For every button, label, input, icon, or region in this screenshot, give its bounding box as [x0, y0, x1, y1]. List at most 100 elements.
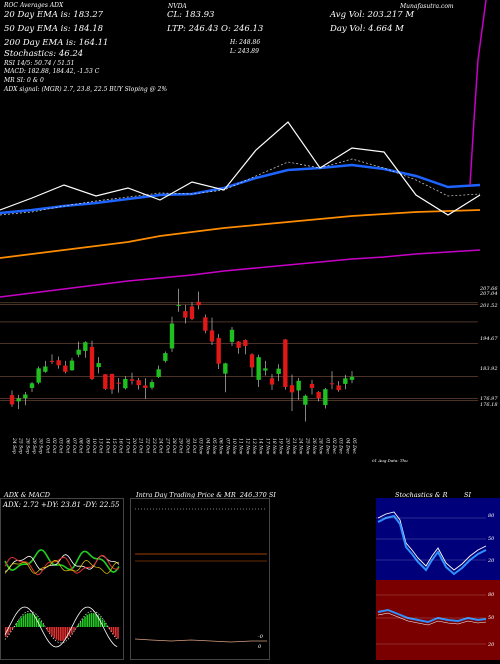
candle-body — [336, 385, 340, 390]
macd-bar — [86, 615, 88, 627]
x-tick-label: 21 Nov — [291, 437, 297, 455]
macd-bar — [117, 627, 119, 639]
candle-body — [323, 389, 327, 405]
candle-body — [76, 350, 80, 355]
ema-dotted-line — [0, 159, 480, 215]
x-tick-label: 26 Sep — [24, 437, 30, 454]
candle-body — [43, 366, 47, 371]
macd-bar — [93, 613, 95, 627]
macd-bar — [9, 627, 11, 632]
x-tick-label: 29 Sep — [31, 437, 37, 454]
candle-body — [183, 311, 187, 318]
adx-line — [5, 560, 119, 573]
x-tick-label: 28 Oct — [171, 437, 177, 453]
x-tick-label: 01 Dec — [324, 438, 330, 454]
macd-bar — [40, 621, 42, 627]
candle-body — [303, 396, 307, 405]
adx-macd-panel: ADX: 2.72 +DY: 23.81 -DY: 22.55 — [0, 498, 124, 660]
price-grid — [0, 303, 478, 401]
candle-body — [136, 380, 140, 385]
macd-bar — [47, 627, 49, 630]
candle-body — [110, 374, 114, 390]
x-tick-label: 10 Oct — [91, 438, 97, 453]
macd-bar — [23, 616, 25, 627]
ema50-line — [0, 165, 480, 213]
candle-body — [156, 369, 160, 377]
candle-body — [330, 383, 334, 384]
stoch-svg — [376, 498, 500, 580]
candle-body — [270, 378, 274, 384]
macd-bar — [49, 627, 51, 633]
x-tick-label: 02 Dec — [331, 438, 337, 454]
x-tick-label: 13 Oct — [98, 438, 104, 453]
macd-bar — [91, 613, 93, 627]
stoch-tick-50: 50 — [488, 536, 494, 542]
x-tick-label: 17 Nov — [264, 438, 270, 455]
x-tick-label: 06 Nov — [218, 438, 224, 455]
x-tick-label: 04 Nov — [204, 438, 210, 455]
x-tick-label: 31 Oct — [191, 438, 197, 453]
x-tick-label: 18 Nov — [271, 438, 277, 455]
macd-bar — [73, 627, 75, 631]
candle-body — [116, 383, 120, 384]
x-tick-label: 20 Oct — [131, 437, 137, 453]
candle-body — [56, 360, 60, 365]
macd-bar — [18, 620, 20, 627]
price-tick: 201.52 — [480, 303, 498, 309]
x-tick-label: 08 Oct — [78, 438, 84, 453]
x-tick-label: 20 Nov — [284, 437, 290, 455]
macd-bar — [84, 617, 86, 627]
macd-bar — [115, 627, 117, 637]
price-tick: 194.67 — [480, 336, 498, 342]
price-tick: 207.04 — [480, 291, 498, 297]
ema200-line — [0, 250, 480, 297]
x-tick-label: 02 Oct — [51, 438, 57, 453]
candle-body — [310, 384, 314, 388]
candle-body — [350, 377, 354, 380]
adx-macd-svg — [1, 499, 125, 659]
candle-body — [196, 302, 200, 305]
x-tick-label: 28 Nov — [318, 437, 324, 455]
stochastics-panel: 80 50 20 — [376, 498, 500, 580]
x-tick-label: 30 Sep — [38, 438, 44, 454]
x-tick-label: 14 Nov — [258, 438, 264, 455]
x-tick-label: 11 Nov — [238, 438, 244, 455]
macd-bar — [16, 623, 18, 627]
intraday-svg — [131, 499, 271, 659]
candle-body — [130, 379, 134, 381]
macd-bar — [31, 614, 33, 627]
stochastics-d-line — [378, 516, 486, 574]
macd-bar — [78, 625, 80, 627]
price-tick: 183.92 — [480, 366, 498, 372]
x-tick-label: 29 Oct — [178, 437, 184, 453]
candle-body — [316, 392, 320, 398]
macd-bar — [25, 614, 27, 627]
candle-body — [143, 385, 147, 387]
candle-body — [103, 374, 107, 389]
x-tick-label: 06 Oct — [64, 438, 70, 453]
candle-body — [10, 395, 14, 404]
x-tick-label: 17 Oct — [124, 438, 130, 453]
candle-body — [250, 354, 254, 367]
candle-body — [210, 330, 214, 341]
candle-body — [263, 368, 267, 370]
macd-bar — [27, 613, 29, 627]
x-tick-label: 25 Nov — [304, 437, 310, 455]
macd-bar — [20, 618, 22, 627]
candle-body — [96, 363, 100, 367]
candle-body — [276, 369, 280, 374]
candle-body — [203, 317, 207, 330]
candle-body — [150, 382, 154, 388]
candle-body — [16, 399, 20, 402]
macd-bar — [80, 622, 82, 627]
average-lines — [0, 0, 486, 297]
rsi-tick-50: 50 — [488, 615, 494, 621]
candles — [10, 289, 354, 422]
side-note: 01 Aug Data: Thu — [372, 458, 408, 463]
stoch-tick-80: 80 — [488, 513, 494, 519]
candle-body — [30, 383, 34, 388]
x-tick-label: 03 Oct — [58, 438, 64, 453]
x-tick-label: 13 Nov — [251, 438, 257, 455]
candle-body — [236, 342, 240, 348]
